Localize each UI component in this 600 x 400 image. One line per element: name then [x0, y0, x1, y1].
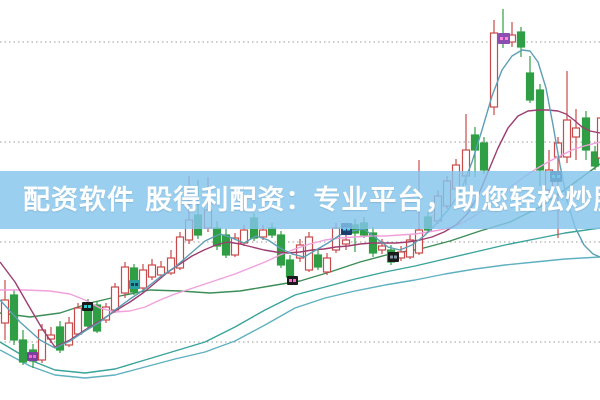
signal-marker-dot: [394, 255, 397, 259]
signal-marker: [287, 276, 298, 285]
candle-body-down: [516, 31, 526, 48]
candle-body-down: [535, 89, 545, 171]
candle-body-up: [489, 32, 499, 108]
promo-banner-overlay: 配资软件 股得利配资：专业平台，助您轻松炒股: [0, 171, 600, 229]
candle-body-down: [267, 227, 277, 236]
signal-marker-dot: [84, 305, 87, 308]
promo-banner-text: 配资软件 股得利配资：专业平台，助您轻松炒股: [23, 184, 600, 216]
signal-marker-dot: [343, 227, 346, 231]
signal-marker-dot: [289, 279, 292, 282]
candle-body-up: [166, 257, 176, 274]
candle-body-down: [285, 259, 295, 278]
candle-body-up: [37, 329, 47, 361]
signal-marker-dot: [135, 283, 138, 286]
signal-marker-dot: [505, 37, 508, 40]
candle-body-down: [525, 72, 535, 101]
candle-body-up: [571, 127, 581, 138]
candle-body-up: [562, 119, 572, 158]
signal-marker: [27, 352, 38, 361]
candle-body-up: [110, 286, 120, 311]
candle-body-up: [230, 237, 240, 256]
candle-body-up: [120, 266, 130, 294]
signal-marker-dot: [390, 255, 393, 259]
candle-body-down: [479, 142, 489, 171]
signal-marker: [388, 252, 399, 262]
signal-marker: [498, 33, 510, 44]
signal-marker-dot: [29, 355, 32, 358]
candle-body-up: [156, 266, 166, 276]
candle-body-up: [405, 239, 415, 258]
ma-line-maroon-mid: [0, 109, 600, 348]
candle-body-down: [313, 254, 323, 268]
signal-marker: [129, 280, 140, 289]
candle-body-up: [138, 269, 148, 289]
signal-marker-dot: [33, 355, 36, 358]
signal-marker-dot: [131, 283, 134, 286]
signal-marker-dot: [88, 305, 91, 308]
candle-body-down: [55, 326, 65, 351]
candle-body-up: [64, 322, 74, 346]
candle-body-up: [596, 117, 600, 159]
candle-body-down: [92, 304, 102, 332]
candle-body-up: [101, 306, 111, 321]
candle-body-up: [341, 239, 351, 245]
candle-body-up: [0, 299, 10, 324]
candle-body-up: [258, 229, 268, 238]
candle-body-down: [9, 294, 19, 341]
ma-line-teal-long: [0, 227, 600, 374]
candle-body-up: [377, 245, 387, 251]
signal-marker: [82, 302, 93, 311]
candle-body-up: [73, 307, 83, 335]
candle-body-down: [221, 234, 231, 256]
ma-line-cyan-long: [0, 256, 600, 379]
signal-marker-dot: [500, 37, 503, 40]
candle-body-down: [18, 339, 28, 363]
signal-marker-dot: [293, 279, 296, 282]
candle-body-up: [175, 236, 185, 269]
candle-body-down: [581, 117, 591, 151]
candle-body-up: [147, 264, 157, 278]
signal-marker-dot: [347, 227, 350, 231]
candle-body-up: [322, 257, 332, 273]
candle-body-down: [590, 151, 600, 167]
